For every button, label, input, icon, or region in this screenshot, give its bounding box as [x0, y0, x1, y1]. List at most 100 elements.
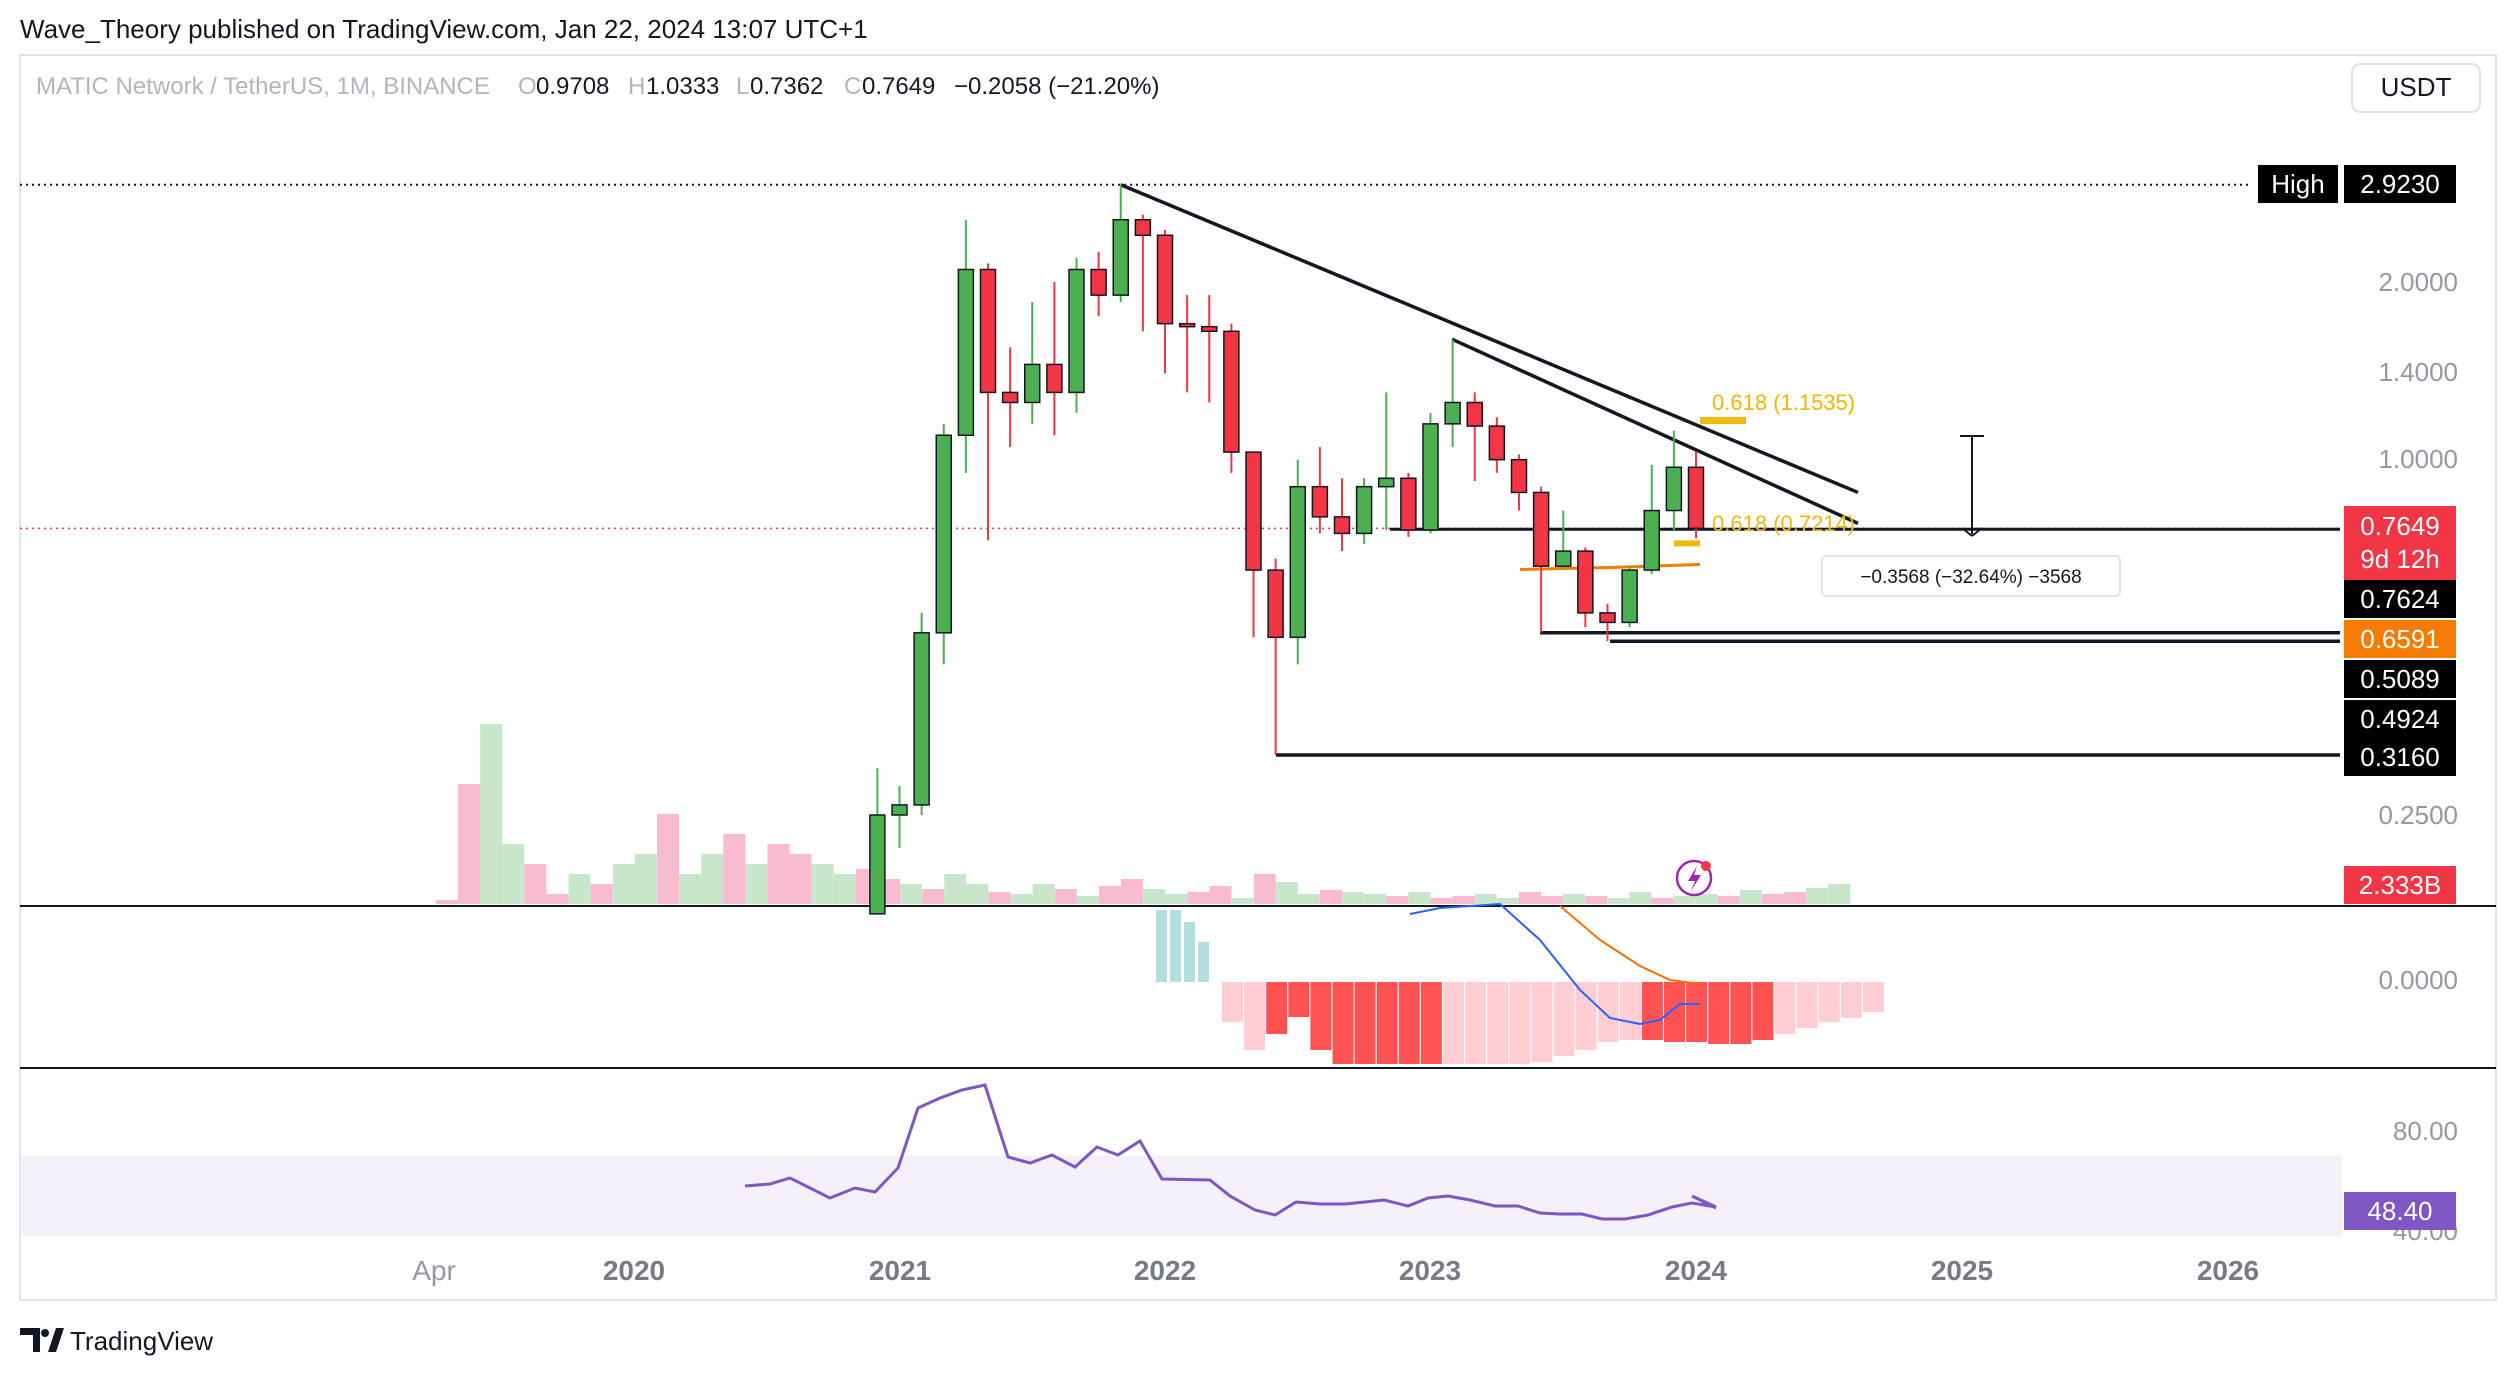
candle-down [1333, 516, 1351, 535]
rsi-layer [20, 1083, 2342, 1236]
volume-bar [1342, 892, 1365, 904]
candles-layer [869, 184, 1705, 915]
candle-down [1001, 391, 1019, 404]
macd-bar-negative [1752, 982, 1774, 1040]
volume-bar [900, 884, 923, 904]
macd-bar-negative [1531, 982, 1553, 1062]
candle-down [1599, 612, 1616, 624]
drawing-layer [20, 183, 2340, 757]
price-tick: 1.4000 [2378, 357, 2458, 387]
candle-down [1223, 330, 1240, 453]
time-tick: 2026 [2197, 1255, 2259, 1286]
volume-badge-value: 2.333B [2359, 870, 2441, 900]
close-value: 0.7649 [862, 73, 935, 100]
time-tick: 2023 [1399, 1255, 1461, 1286]
volume-bar [634, 854, 657, 904]
volume-bar [701, 854, 724, 904]
candle-up [1289, 485, 1306, 639]
volume-bar [966, 884, 989, 904]
candle-down [1577, 550, 1594, 614]
macd-bar-negative [1553, 982, 1575, 1056]
macd-bar-negative [1862, 982, 1884, 1012]
candle-down [1178, 322, 1196, 328]
candle-up [957, 268, 975, 436]
level-badge-value: 0.7624 [2360, 584, 2440, 614]
level-badge: 0.5089 [2344, 660, 2456, 698]
candle-up [1444, 401, 1461, 425]
volume-bar [590, 884, 613, 904]
published-caption: Wave_Theory published on TradingView.com… [20, 14, 868, 44]
volume-bar [524, 864, 547, 904]
candle-down [979, 268, 997, 394]
level-badge-value: 0.5089 [2360, 664, 2440, 694]
currency-button[interactable]: USDT [2351, 63, 2481, 113]
lightning-icon[interactable] [1675, 859, 1713, 897]
volume-bar [1364, 894, 1387, 904]
macd-bar-negative [1664, 982, 1685, 1042]
candle-up [935, 434, 952, 634]
macd-bar-negative [1840, 982, 1862, 1018]
macd-bar-negative [1222, 982, 1243, 1022]
candle-up [1643, 509, 1660, 571]
fib-zone-upper [1700, 417, 1746, 425]
candle-up [1355, 485, 1373, 535]
macd-bar-negative [1597, 982, 1619, 1042]
candle-down [1090, 268, 1107, 296]
volume-bar [1231, 898, 1254, 904]
measure-tool[interactable]: −0.3568 (−32.64%) −3568 [1821, 435, 2121, 597]
level-badge-value: 0.3160 [2360, 742, 2440, 772]
volume-bar [1143, 889, 1166, 904]
volume-bar [1518, 892, 1541, 904]
candle-up [1555, 550, 1572, 567]
price-badges: High 2.9230 0.7649 9d 12h 0.7624 0.6591 … [2258, 165, 2456, 1230]
candle-down [1046, 363, 1063, 394]
time-axis: Apr 2020 2021 2022 2023 2024 2025 2026 [412, 1255, 2259, 1286]
macd-bar-negative [1575, 982, 1597, 1050]
tradingview-logo[interactable]: TradingView [20, 1326, 213, 1356]
tradingview-wordmark: TradingView [70, 1326, 213, 1356]
macd-bar-negative [1708, 982, 1730, 1044]
candle-down [1311, 485, 1329, 518]
volume-bar [1408, 892, 1431, 904]
symbol-legend: MATIC Network / TetherUS, 1M, BINANCE O … [36, 73, 1160, 100]
volume-bar [988, 892, 1011, 904]
macd-bar-positive [1156, 910, 1167, 982]
candle-up [1621, 569, 1638, 624]
macd-bar-negative [1686, 982, 1708, 1042]
macd-line [1409, 902, 1700, 1026]
fib-label-ghost: 0.618 (1.1535) [1712, 390, 1855, 415]
macd-bar-negative [1487, 982, 1509, 1064]
ema-badge-value: 0.6591 [2360, 624, 2440, 654]
volume-bar [1673, 896, 1696, 904]
rsi-line [744, 1083, 1717, 1221]
volume-bar [657, 814, 679, 904]
low-label: L [736, 73, 749, 100]
time-tick: 2022 [1134, 1255, 1196, 1286]
macd-bar-positive [1198, 942, 1209, 982]
candle-down [1267, 569, 1284, 639]
volume-bar [458, 784, 481, 904]
volume-bar [1629, 892, 1652, 904]
measure-label-box [1821, 555, 2121, 597]
volume-bar [1496, 898, 1519, 904]
countdown-value: 9d 12h [2360, 544, 2440, 574]
macd-bar-negative [1465, 982, 1487, 1064]
last-price-value: 0.7649 [2360, 511, 2440, 541]
level-badge: 0.4924 [2344, 700, 2456, 738]
candle-down [1201, 325, 1218, 333]
high-badge-value: 2.9230 [2360, 169, 2440, 199]
volume-bar [1320, 890, 1342, 904]
rsi-band [20, 1156, 2342, 1236]
volume-bar [1784, 892, 1807, 904]
volume-bar [1585, 896, 1608, 904]
volume-badge: 2.333B [2344, 866, 2456, 904]
time-tick: 2024 [1665, 1255, 1728, 1286]
volume-bar [767, 844, 790, 904]
volume-bar [568, 874, 591, 904]
symbol-name: MATIC Network / TetherUS, 1M, BINANCE [36, 73, 490, 100]
volume-bar [502, 844, 525, 904]
volume-bar [811, 864, 834, 904]
volume-bar [1209, 886, 1232, 904]
